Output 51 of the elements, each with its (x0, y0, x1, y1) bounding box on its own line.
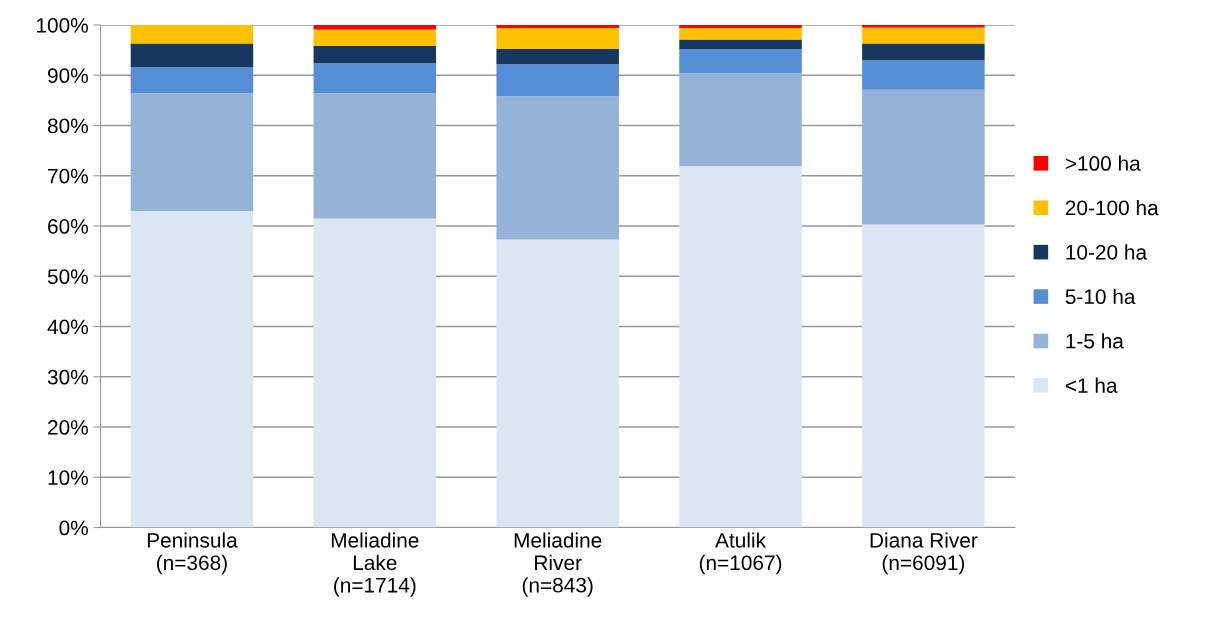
legend-label: 10-20 ha (1066, 244, 1148, 260)
bar (496, 64, 619, 97)
bar (130, 43, 254, 68)
bar (313, 46, 437, 64)
bar (679, 166, 802, 528)
bar (130, 25, 254, 44)
y-tick-label: 0% (59, 520, 88, 536)
y-tick-label: 50% (47, 269, 88, 285)
y-tick-label: 40% (47, 319, 88, 335)
legend-label: <1 ha (1065, 377, 1118, 393)
y-tick-label: 60% (48, 219, 88, 234)
legend-label: 1-5 ha (1066, 333, 1124, 349)
bar (679, 28, 802, 40)
bar (862, 43, 985, 61)
bar (313, 218, 437, 528)
bar (496, 25, 619, 29)
x-tick-label: Diana River (n=6091) (870, 532, 978, 575)
y-tick-label: 100% (37, 18, 88, 33)
bar (496, 28, 619, 50)
legend-label: >100 ha (1065, 155, 1141, 171)
legend-label: 5-10 ha (1065, 288, 1136, 305)
bar (313, 29, 437, 47)
legend-label: 20-100 ha (1065, 199, 1159, 216)
x-tick-label: Meliadine Lake (n=1714) (331, 532, 419, 597)
bar (313, 25, 437, 30)
bar (496, 96, 619, 240)
bar (130, 93, 254, 211)
bar (862, 25, 985, 28)
bar (313, 63, 437, 94)
x-tick-label: Peninsula (n=368) (147, 532, 238, 575)
bar (679, 73, 802, 167)
bar (862, 89, 985, 225)
bar (496, 239, 619, 528)
x-tick-label: Atulik (n=1067) (699, 532, 782, 575)
y-tick-label: 90% (47, 68, 88, 84)
bar (130, 67, 254, 94)
bar (679, 25, 802, 29)
y-tick-label: 10% (48, 470, 88, 486)
bar (496, 49, 619, 65)
bar (862, 27, 985, 44)
bar (679, 39, 802, 50)
y-tick-label: 30% (47, 369, 88, 385)
y-tick-label: 70% (48, 168, 88, 184)
bar (862, 224, 985, 528)
y-tick-label: 80% (47, 118, 88, 134)
x-tick-label: Meliadine River (n=843) (514, 532, 602, 597)
bar (130, 210, 254, 528)
bar (313, 93, 437, 219)
bar (862, 60, 985, 90)
bar (679, 49, 802, 74)
y-tick-label: 20% (48, 420, 88, 435)
